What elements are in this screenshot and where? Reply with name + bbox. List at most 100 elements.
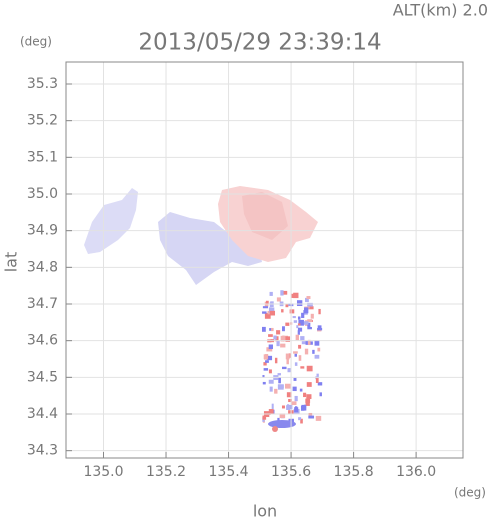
speck: [294, 353, 297, 357]
speck: [288, 398, 292, 403]
speck: [282, 290, 288, 295]
speck: [299, 388, 303, 392]
x-tick-label: 135.2: [146, 464, 186, 480]
speck: [269, 386, 273, 392]
speck: [293, 292, 299, 299]
speck: [293, 377, 297, 381]
plot-frame: [65, 61, 464, 459]
speck: [276, 340, 280, 347]
speck: [305, 398, 311, 403]
speck: [268, 379, 274, 384]
speck: [269, 328, 272, 331]
speck: [287, 368, 292, 373]
speck: [262, 381, 266, 385]
speck: [301, 404, 307, 411]
speck: [277, 373, 281, 376]
x-tick-label: 136.0: [396, 464, 436, 480]
x-unit: (deg): [454, 486, 486, 500]
y-tick-label: 34.9: [27, 223, 58, 239]
speck: [298, 355, 302, 361]
speck: [306, 382, 312, 387]
chart-title: 2013/05/29 23:39:14: [138, 30, 381, 56]
y-tick-label: 35.3: [27, 76, 58, 92]
speck: [280, 335, 284, 342]
speck: [297, 330, 300, 335]
speck: [315, 415, 322, 421]
speck: [316, 373, 319, 379]
speck: [268, 409, 274, 414]
speck: [264, 312, 271, 319]
speck: [275, 336, 279, 342]
y-tick-label: 34.3: [27, 443, 58, 459]
speck: [262, 415, 267, 420]
speck: [303, 307, 309, 314]
speck: [306, 296, 311, 300]
speck: [262, 375, 265, 378]
speck: [285, 336, 291, 342]
speck: [289, 309, 295, 314]
speck: [280, 290, 284, 296]
speck: [272, 426, 278, 432]
speck: [317, 325, 322, 329]
y-tick-label: 34.4: [27, 406, 58, 422]
y-tick-label: 34.5: [27, 369, 58, 385]
speck: [263, 368, 269, 371]
speck: [286, 358, 289, 365]
speck: [312, 349, 315, 354]
speck: [308, 415, 315, 419]
speck: [282, 335, 289, 341]
speck: [319, 392, 322, 397]
speck: [282, 366, 287, 370]
speck: [291, 401, 297, 406]
speck: [298, 344, 302, 349]
speck: [318, 308, 321, 315]
speck: [262, 306, 269, 309]
speck: [292, 386, 297, 392]
speck: [300, 336, 305, 342]
speck: [294, 362, 298, 366]
speck: [298, 319, 304, 326]
speck: [300, 418, 303, 424]
speck: [296, 300, 303, 307]
speck: [262, 326, 266, 332]
speck: [297, 327, 303, 332]
y-tick-label: 35.2: [27, 113, 58, 129]
speck: [301, 312, 305, 318]
x-axis-label: lon: [253, 502, 277, 521]
speck: [278, 377, 281, 384]
x-tick-label: 135.4: [209, 464, 249, 480]
speck: [303, 321, 309, 325]
y-tick-label: 34.7: [27, 296, 58, 312]
speck: [274, 357, 278, 364]
y-axis-label: lat: [2, 252, 21, 273]
y-unit: (deg): [20, 35, 52, 49]
speck: [306, 365, 313, 372]
speck: [268, 420, 296, 428]
speck: [268, 334, 273, 337]
speck: [281, 405, 285, 409]
speck: [273, 335, 277, 340]
speck: [269, 302, 272, 308]
speck: [294, 407, 299, 413]
speck: [286, 404, 290, 407]
speck: [285, 383, 291, 389]
speck: [304, 348, 309, 355]
speck: [268, 344, 273, 350]
y-tick-label: 35.0: [27, 186, 58, 202]
speck: [262, 311, 267, 314]
speck: [300, 366, 305, 369]
speck: [285, 303, 289, 308]
speck: [307, 302, 313, 307]
speck: [265, 300, 269, 304]
speck: [317, 347, 321, 352]
speck: [268, 369, 272, 374]
speck: [271, 403, 274, 410]
speck: [263, 354, 268, 360]
speck: [265, 360, 269, 363]
speck: [268, 307, 275, 313]
speck: [266, 347, 273, 352]
speck: [298, 417, 302, 421]
speck: [296, 325, 299, 329]
speck: [277, 384, 284, 389]
